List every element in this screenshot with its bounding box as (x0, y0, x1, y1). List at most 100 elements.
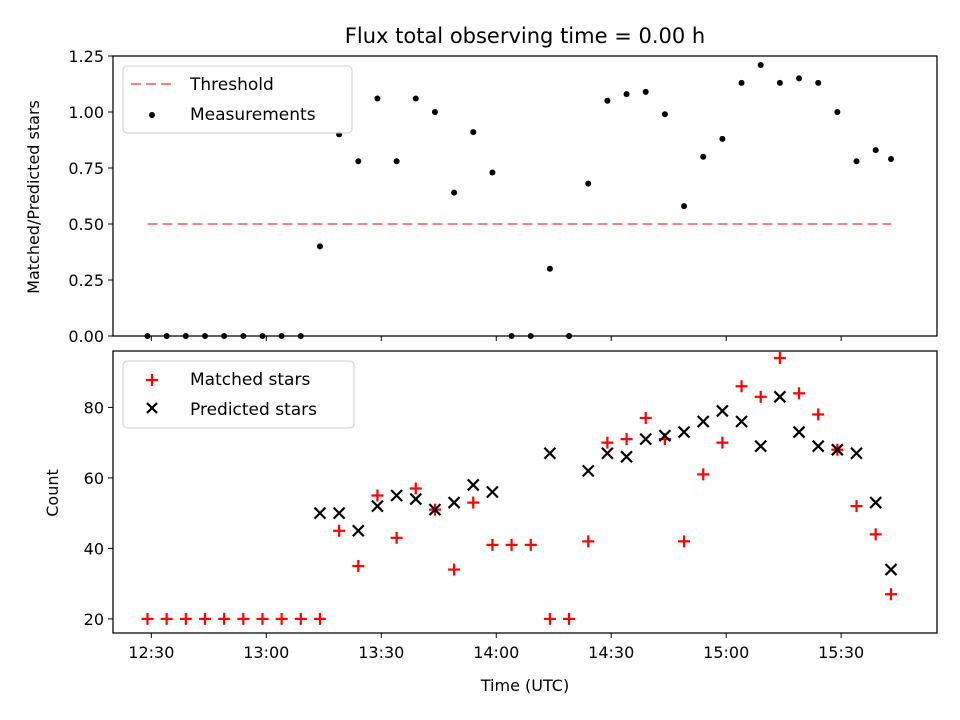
predicted-star-stroke-b (581, 464, 595, 478)
predicted-star-point (581, 464, 595, 478)
matched-star-point (885, 588, 898, 601)
predicted-star-point (352, 524, 365, 538)
matched-star-point (773, 352, 786, 365)
matched-star-point (256, 612, 269, 625)
measurement-point (470, 129, 477, 136)
legend-predicted-swatch (146, 402, 158, 414)
predicted-star-point (466, 478, 480, 492)
measurement-point (642, 88, 649, 95)
measurement-point (834, 109, 841, 115)
bottom-y-tick-label: 20 (84, 610, 104, 629)
matched-star-point (448, 563, 461, 576)
predicted-star-point (447, 496, 461, 509)
matched-star-point (179, 612, 192, 625)
matched-star-point (850, 500, 863, 513)
legend-predicted-label: Predicted stars (190, 400, 317, 420)
predicted-star-stroke-b (601, 446, 614, 460)
predicted-star-point (390, 489, 403, 502)
matched-star-point (793, 387, 806, 400)
predicted-star-stroke-b (658, 429, 672, 442)
bottom-legend-box (122, 360, 355, 429)
predicted-star-stroke-b (735, 415, 748, 428)
matched-star-point (390, 531, 403, 544)
predicted-star-stroke-b (313, 506, 327, 520)
top-axes-frame (112, 55, 938, 337)
predicted-star-point (735, 415, 748, 428)
legend-matched-label: Matched stars (190, 370, 310, 390)
matched-star-point (467, 496, 480, 509)
predicted-star-stroke-b (773, 390, 787, 404)
top-y-tick-label: 0.75 (68, 159, 104, 178)
measurement-point (316, 243, 323, 250)
x-tick-label: 13:00 (243, 643, 289, 662)
predicted-star-point (639, 432, 653, 446)
bottom-axes-frame (112, 350, 938, 634)
measurement-point (431, 109, 438, 115)
predicted-star-stroke-b (639, 432, 653, 446)
measurement-point (888, 156, 895, 163)
legend-measurements-swatch (149, 112, 155, 118)
measurement-point (546, 265, 553, 272)
predicted-star-stroke-b (332, 506, 346, 520)
predicted-star-point (371, 499, 384, 513)
predicted-star-stroke-b (850, 446, 863, 460)
top-y-tick-label: 1.25 (68, 47, 104, 66)
bottom-y-axis-label: Count (43, 469, 62, 517)
bottom-y-tick-label: 40 (84, 539, 104, 558)
predicted-star-point (850, 446, 863, 460)
predicted-star-stroke-b (884, 563, 898, 576)
matched-star-point (218, 612, 231, 625)
measurement-point (681, 203, 688, 210)
matched-star-point (543, 612, 556, 625)
predicted-star-stroke-b (792, 425, 806, 439)
matched-star-point (639, 411, 652, 424)
matched-star-point (697, 468, 710, 481)
matched-star-point (601, 436, 614, 449)
predicted-star-stroke-b (390, 489, 403, 502)
measurement-point (604, 97, 611, 104)
predicted-star-stroke-b (696, 415, 710, 428)
measurement-point (719, 135, 726, 142)
top-y-axis-label: Matched/Predicted stars (24, 100, 43, 294)
matched-star-point (275, 612, 288, 625)
predicted-star-point (773, 390, 787, 404)
predicted-star-point (884, 563, 898, 576)
x-tick-label: 15:30 (818, 643, 864, 662)
measurement-point (623, 91, 630, 98)
x-tick-label: 14:00 (473, 643, 519, 662)
top-y-tick-label: 1.00 (68, 103, 104, 122)
predicted-star-stroke-b (409, 492, 423, 506)
predicted-star-point (486, 485, 499, 499)
predicted-star-stroke-b (428, 503, 442, 516)
predicted-star-point (696, 415, 710, 428)
measurement-point (661, 111, 668, 118)
predicted-star-point (792, 425, 806, 439)
predicted-star-point (869, 496, 882, 509)
bottom-marks (141, 352, 898, 625)
predicted-star-point (428, 503, 442, 516)
x-tick-label: 13:30 (358, 643, 404, 662)
matched-star-point (486, 538, 499, 551)
predicted-star-point (332, 506, 346, 520)
bottom-y-tick-label: 80 (84, 398, 104, 417)
measurement-point (853, 158, 860, 165)
matched-star-point (812, 408, 825, 421)
matched-star-point (716, 436, 729, 449)
matched-star-point (371, 489, 384, 502)
predicted-star-stroke-b (543, 446, 557, 460)
predicted-star-point (658, 429, 672, 442)
predicted-star-point (543, 446, 557, 460)
measurement-point (815, 79, 822, 86)
measurement-point (393, 158, 400, 165)
bottom-y-tick-label: 60 (84, 469, 104, 488)
matched-star-point (869, 528, 882, 541)
measurement-point (412, 95, 419, 102)
x-tick-label: 14:30 (588, 643, 634, 662)
predicted-star-point (620, 450, 633, 464)
bottom-panel-counts: Count Time (UTC) 12:30 13:00 13:30 14:00 14:… (43, 350, 938, 695)
predicted-star-stroke-b (620, 450, 633, 464)
measurement-point (776, 79, 783, 86)
predicted-star-point (811, 439, 825, 453)
matched-star-point (524, 538, 537, 551)
